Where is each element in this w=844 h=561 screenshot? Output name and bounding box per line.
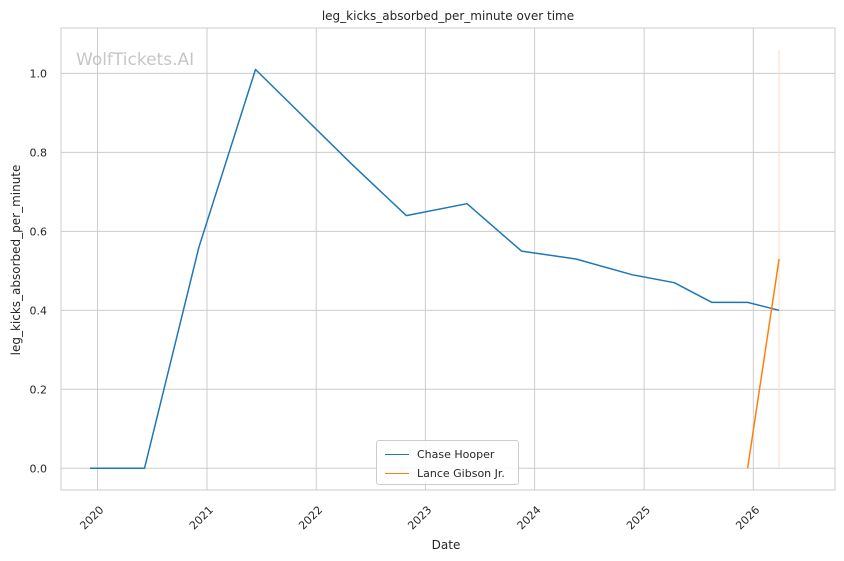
y-tick-label: 1.0 bbox=[30, 67, 48, 80]
x-tick-label: 2020 bbox=[77, 503, 106, 532]
series-lines bbox=[90, 68, 780, 470]
y-tick-label: 0.0 bbox=[30, 462, 48, 475]
x-tick-label: 2022 bbox=[296, 503, 325, 532]
y-tick-label: 0.4 bbox=[30, 304, 48, 317]
x-tick-labels: 2020 2021 2022 2023 2024 2025 2026 bbox=[77, 503, 762, 532]
x-tick-label: 2026 bbox=[733, 503, 762, 532]
watermark: WolfTickets.AI bbox=[76, 50, 194, 70]
y-tick-label: 0.6 bbox=[30, 225, 48, 238]
y-tick-label: 0.8 bbox=[30, 146, 48, 159]
legend-item-series-1: Chase Hooper bbox=[385, 445, 494, 463]
series-line-2 bbox=[746, 258, 780, 469]
legend-label-series-2: Lance Gibson Jr. bbox=[417, 466, 505, 480]
series-line-1 bbox=[90, 68, 780, 470]
x-tick-label: 2025 bbox=[624, 503, 653, 532]
chart-title: leg_kicks_absorbed_per_minute over time bbox=[322, 9, 574, 23]
legend: Chase Hooper Lance Gibson Jr. bbox=[376, 440, 519, 485]
y-axis-label: leg_kicks_absorbed_per_minute bbox=[9, 165, 23, 356]
grid bbox=[61, 28, 835, 490]
legend-label-series-1: Chase Hooper bbox=[417, 447, 495, 461]
y-tick-label: 0.2 bbox=[30, 383, 48, 396]
x-axis-label: Date bbox=[432, 538, 461, 552]
x-tick-label: 2024 bbox=[515, 503, 544, 532]
legend-item-series-2: Lance Gibson Jr. bbox=[385, 464, 505, 482]
x-tick-label: 2023 bbox=[405, 503, 434, 532]
x-tick-label: 2021 bbox=[187, 503, 216, 532]
y-tick-labels: 0.0 0.2 0.4 0.6 0.8 1.0 bbox=[30, 67, 48, 475]
plot-area bbox=[60, 27, 836, 491]
legend-swatch-series-2 bbox=[385, 472, 409, 474]
legend-swatch-series-1 bbox=[385, 453, 409, 455]
